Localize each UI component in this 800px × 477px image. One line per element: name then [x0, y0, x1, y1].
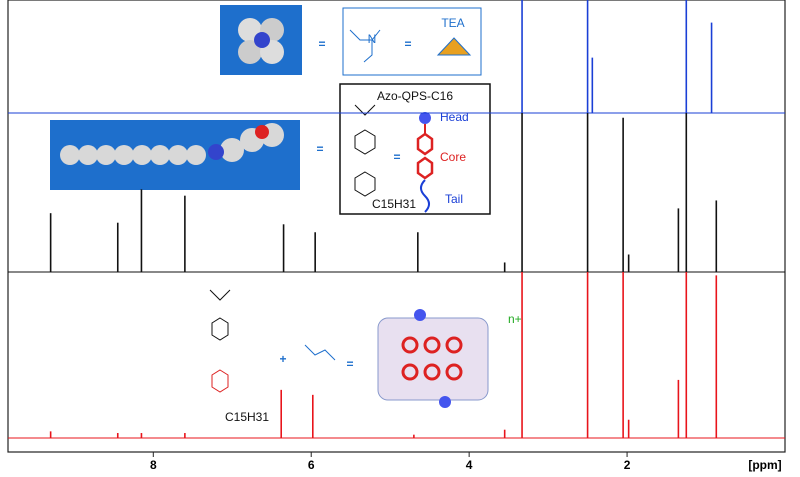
svg-text:=: = [316, 142, 323, 156]
svg-text:=: = [318, 37, 325, 51]
annotation: n+ [508, 312, 522, 326]
annotation: Tail [445, 192, 463, 206]
x-tick-label: 2 [624, 458, 631, 472]
svg-text:=: = [393, 150, 400, 164]
svg-text:N: N [368, 32, 377, 46]
x-tick-label: 8 [150, 458, 157, 472]
svg-text:=: = [404, 37, 411, 51]
annotation: Azo-QPS-C16 [377, 89, 453, 103]
annotation: Head [440, 110, 469, 124]
svg-text:=: = [346, 357, 353, 371]
x-axis-label: [ppm] [748, 458, 781, 472]
annotation: Core [440, 150, 466, 164]
annotation: C15H31 [225, 410, 269, 424]
svg-text:+: + [279, 352, 286, 366]
assembly-illustration: C15H31 + = n+ [209, 289, 522, 424]
annotation: C15H31 [372, 197, 416, 211]
x-tick-label: 4 [466, 458, 473, 472]
azo-illustration: = Azo-QPS-C16 C15H31 = Head Core Tail [50, 83, 491, 215]
tea-illustration: = N = TEA [220, 5, 482, 76]
annotation: TEA [441, 16, 464, 30]
x-tick-label: 6 [308, 458, 315, 472]
plot-frame [7, 0, 786, 453]
